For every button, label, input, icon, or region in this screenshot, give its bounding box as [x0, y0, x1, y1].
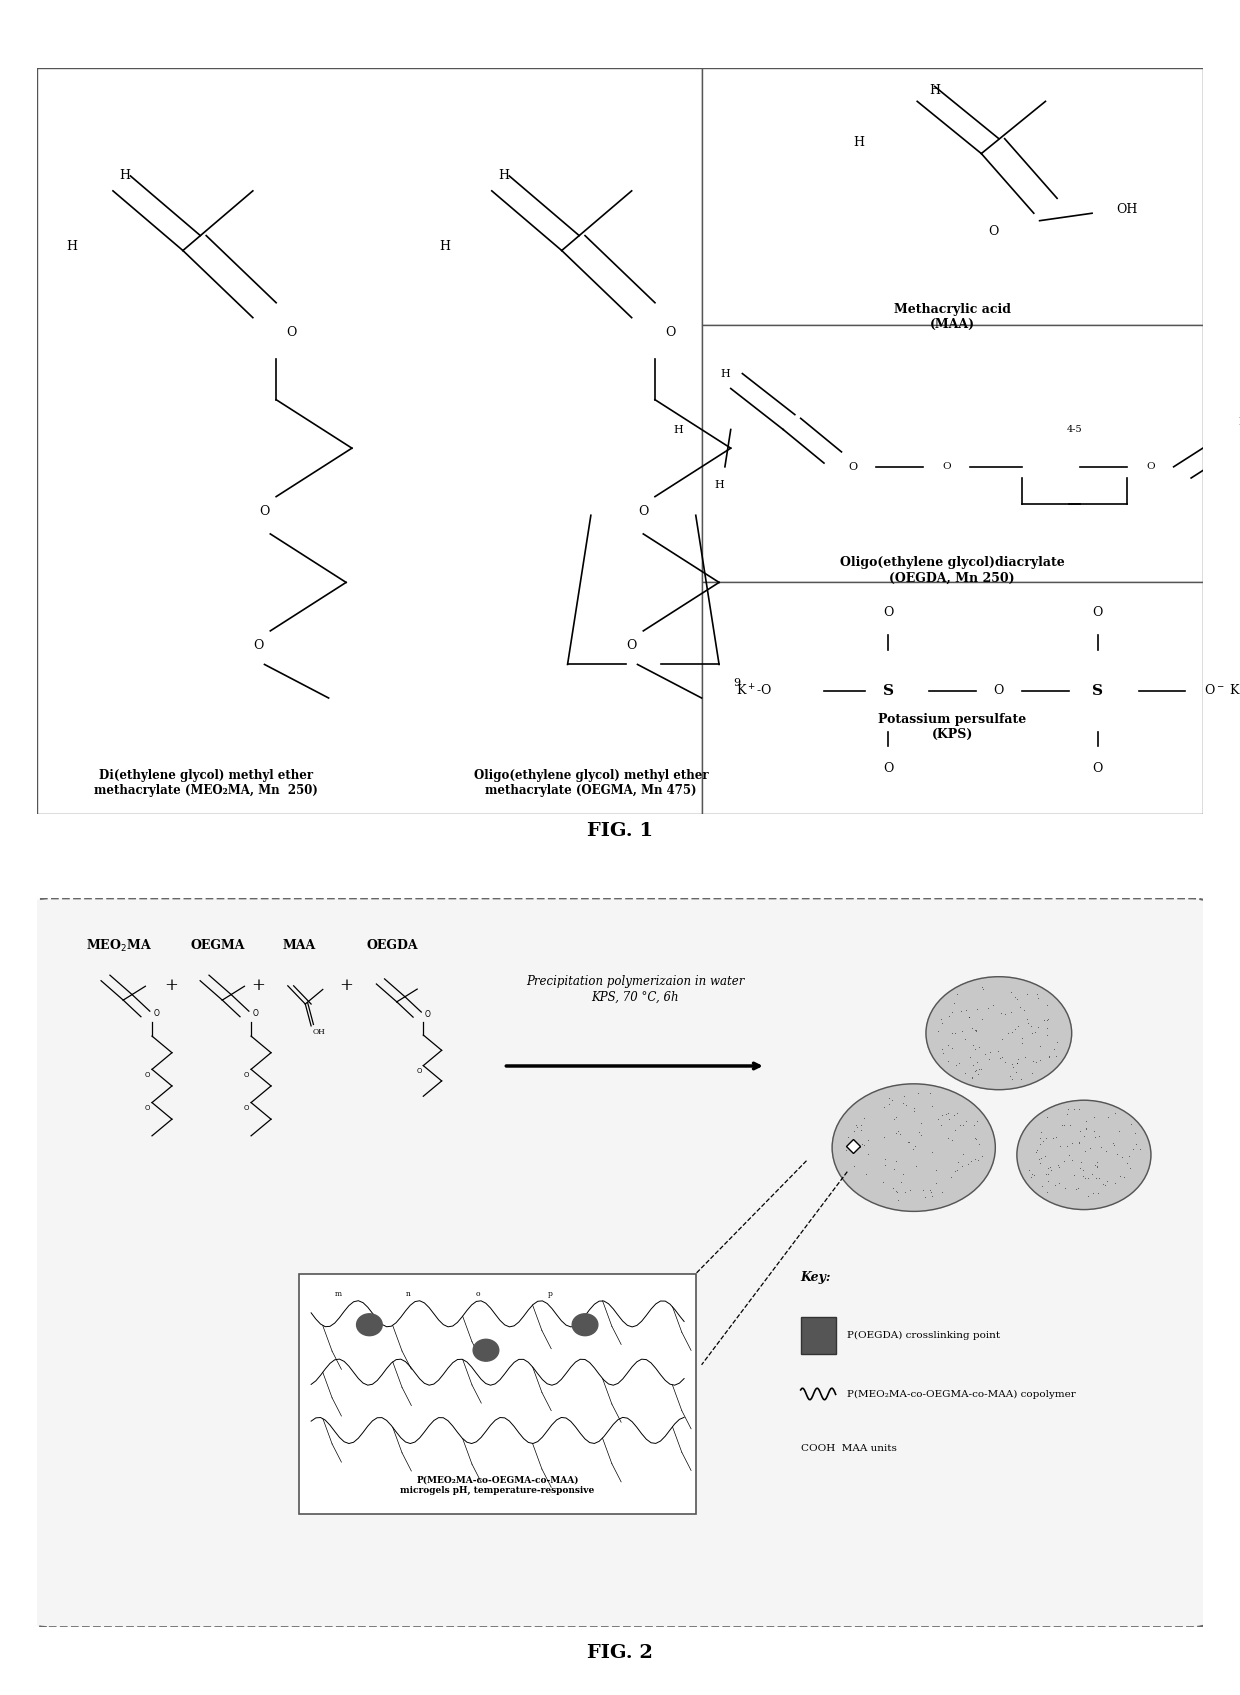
Text: 4-5: 4-5: [1066, 425, 1083, 434]
Text: O: O: [253, 639, 264, 653]
Text: O: O: [154, 1010, 160, 1019]
Text: O: O: [253, 1010, 258, 1019]
Text: O: O: [665, 325, 676, 339]
FancyBboxPatch shape: [37, 68, 702, 814]
Text: Methacrylic acid
(MAA): Methacrylic acid (MAA): [894, 303, 1011, 331]
Text: MAA: MAA: [283, 939, 316, 953]
FancyBboxPatch shape: [300, 1273, 696, 1514]
Text: OEGDA: OEGDA: [367, 939, 419, 953]
Text: H: H: [440, 241, 450, 253]
Text: S: S: [883, 683, 894, 698]
Text: H: H: [929, 83, 940, 97]
Text: m: m: [335, 1290, 341, 1298]
Text: Potassium persulfate
(KPS): Potassium persulfate (KPS): [878, 714, 1027, 741]
Text: O: O: [942, 463, 951, 471]
Ellipse shape: [832, 1083, 996, 1212]
Text: Oligo(ethylene glycol) methyl ether
methacrylate (OEGMA, Mn 475): Oligo(ethylene glycol) methyl ether meth…: [474, 770, 708, 797]
Text: Oligo(ethylene glycol)diacrylate
(OEGDA, Mn 250): Oligo(ethylene glycol)diacrylate (OEGDA,…: [839, 556, 1065, 585]
Text: OH: OH: [312, 1029, 326, 1036]
Text: p: p: [548, 1290, 553, 1298]
Text: H: H: [119, 170, 130, 183]
Ellipse shape: [474, 1339, 498, 1361]
Text: H: H: [67, 241, 78, 253]
Text: O: O: [244, 1071, 249, 1078]
FancyBboxPatch shape: [702, 583, 1203, 814]
Text: P(MEO₂MA-co-OEGMA-co-MAA) copolymer: P(MEO₂MA-co-OEGMA-co-MAA) copolymer: [847, 1390, 1076, 1398]
Text: H: H: [498, 170, 508, 183]
Text: H: H: [714, 480, 724, 490]
Text: O: O: [417, 1068, 422, 1073]
FancyBboxPatch shape: [26, 898, 1214, 1627]
Text: P(MEO₂MA-co-OEGMA-co-MAA)
microgels pH, temperature-responsive: P(MEO₂MA-co-OEGMA-co-MAA) microgels pH, …: [401, 1475, 595, 1495]
Text: Precipitation polymerizaion in water
KPS, 70 °C, 6h: Precipitation polymerizaion in water KPS…: [526, 975, 744, 1003]
Text: COOH  MAA units: COOH MAA units: [801, 1444, 897, 1453]
Text: H: H: [673, 424, 683, 434]
Ellipse shape: [572, 1314, 598, 1336]
Text: +: +: [165, 978, 179, 995]
Ellipse shape: [1017, 1100, 1151, 1210]
Text: +: +: [252, 978, 265, 995]
Text: MEO$_2$MA: MEO$_2$MA: [86, 937, 151, 954]
Text: O: O: [639, 505, 649, 519]
Text: P(OEGDA) crosslinking point: P(OEGDA) crosslinking point: [847, 1331, 1001, 1341]
Text: O: O: [993, 685, 1004, 697]
FancyBboxPatch shape: [702, 325, 1203, 583]
Text: H: H: [720, 368, 730, 378]
Text: FIG. 1: FIG. 1: [587, 822, 653, 839]
Text: OH: OH: [1116, 203, 1138, 215]
Text: K$^+$-O: K$^+$-O: [735, 683, 773, 698]
FancyBboxPatch shape: [702, 68, 1203, 325]
Text: O: O: [424, 1010, 430, 1019]
FancyBboxPatch shape: [801, 1317, 836, 1354]
Text: o: o: [476, 1290, 480, 1298]
Ellipse shape: [926, 976, 1071, 1090]
Text: OEGMA: OEGMA: [191, 939, 246, 953]
Text: O: O: [988, 225, 998, 239]
Text: O: O: [244, 1105, 249, 1112]
Ellipse shape: [357, 1314, 382, 1336]
Text: O: O: [883, 605, 893, 619]
FancyBboxPatch shape: [37, 68, 1203, 814]
Text: O: O: [1092, 763, 1104, 775]
Text: O: O: [848, 461, 858, 471]
Text: 9: 9: [733, 678, 740, 688]
Text: O: O: [145, 1105, 150, 1112]
Text: O: O: [1092, 605, 1104, 619]
Text: O: O: [883, 763, 893, 775]
Text: H: H: [853, 136, 864, 149]
Text: O: O: [626, 639, 637, 653]
Text: Key:: Key:: [801, 1271, 831, 1283]
Text: S: S: [1092, 683, 1104, 698]
Text: O$^-$ K$^+$: O$^-$ K$^+$: [1204, 683, 1240, 698]
Text: FIG. 2: FIG. 2: [587, 1644, 653, 1661]
Text: O: O: [145, 1071, 150, 1078]
Text: n: n: [405, 1290, 410, 1298]
Text: Di(ethylene glycol) methyl ether
methacrylate (MEO₂MA, Mn  250): Di(ethylene glycol) methyl ether methacr…: [94, 770, 319, 797]
Text: O: O: [1146, 463, 1154, 471]
Text: +: +: [340, 978, 353, 995]
Text: O: O: [286, 325, 296, 339]
Text: H: H: [1239, 417, 1240, 427]
Text: O: O: [259, 505, 269, 519]
